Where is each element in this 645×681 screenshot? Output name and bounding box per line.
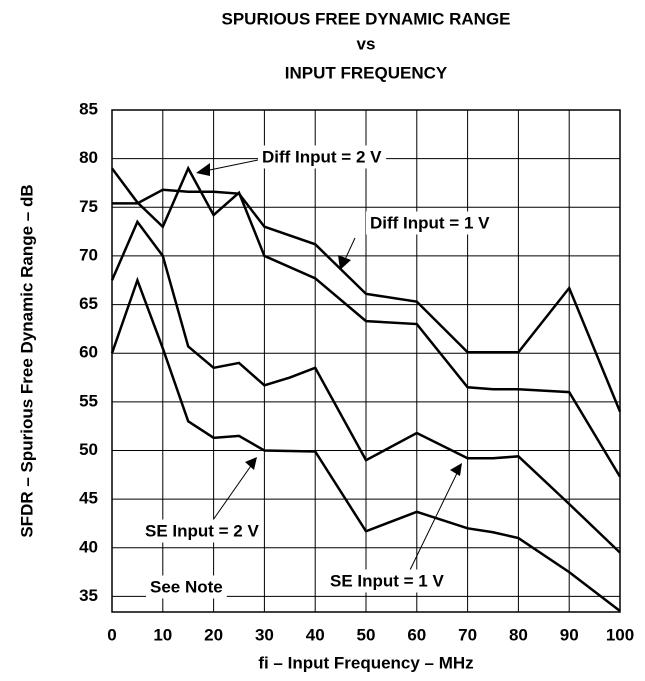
label-background <box>146 575 227 599</box>
annotation: SE Input = 2 V <box>145 521 259 540</box>
y-tick-label: 40 <box>79 537 98 556</box>
arrowhead <box>450 463 462 476</box>
y-tick-label: 35 <box>79 586 98 605</box>
y-tick-label: 65 <box>79 294 98 313</box>
y-tick-label: 60 <box>79 343 98 362</box>
y-tick-label: 45 <box>79 489 98 508</box>
y-tick-label: 85 <box>79 99 98 118</box>
chart-title: INPUT FREQUENCY <box>285 63 448 82</box>
annotation: SE Input = 1 V <box>330 571 444 590</box>
arrowhead <box>245 457 257 470</box>
y-tick-label: 80 <box>79 148 98 167</box>
series-line <box>110 165 622 478</box>
x-tick-label: 90 <box>560 625 579 644</box>
x-tick-label: 70 <box>458 625 477 644</box>
x-tick-label: 80 <box>509 625 528 644</box>
x-tick-label: 60 <box>407 625 426 644</box>
annotation: See Note <box>150 577 223 596</box>
arrow <box>409 466 461 571</box>
y-tick-label: 55 <box>79 391 98 410</box>
curves <box>110 165 622 613</box>
y-axis-label: SFDR – Spurious Free Dynamic Range – dB <box>17 184 36 537</box>
annotation: Diff Input = 2 V <box>262 147 382 166</box>
annotation: Diff Input = 1 V <box>370 213 490 232</box>
x-tick-label: 10 <box>153 625 172 644</box>
x-tick-label: 0 <box>107 625 116 644</box>
y-tick-label: 50 <box>79 440 98 459</box>
series-line <box>110 276 621 613</box>
x-tick-label: 50 <box>357 625 376 644</box>
label-background <box>326 569 449 593</box>
series-line <box>112 188 622 413</box>
y-tick-label: 70 <box>79 245 98 264</box>
x-axis-label: fi – Input Frequency – MHz <box>258 653 473 672</box>
arrowhead <box>338 255 351 270</box>
x-tick-label: 30 <box>255 625 274 644</box>
arrow <box>212 459 256 521</box>
annotations: Diff Input = 2 V Diff Input = 1 V SE Input… <box>141 145 495 599</box>
x-tick-label: 100 <box>606 625 634 644</box>
y-tick-label: 75 <box>79 197 98 216</box>
series-line <box>110 219 621 554</box>
label-background <box>258 145 387 169</box>
x-tick-label: 20 <box>204 625 223 644</box>
x-tick-label: 40 <box>306 625 325 644</box>
arrowhead <box>196 163 210 176</box>
chart-title: SPURIOUS FREE DYNAMIC RANGE <box>221 9 510 28</box>
label-background <box>141 519 264 543</box>
label-background <box>366 211 495 235</box>
chart-title: vs <box>357 34 376 53</box>
grid: 35 40 45 50 55 60 65 70 75 80 85 0 10 20 30 40 50 60 70 80 9… <box>79 99 634 644</box>
